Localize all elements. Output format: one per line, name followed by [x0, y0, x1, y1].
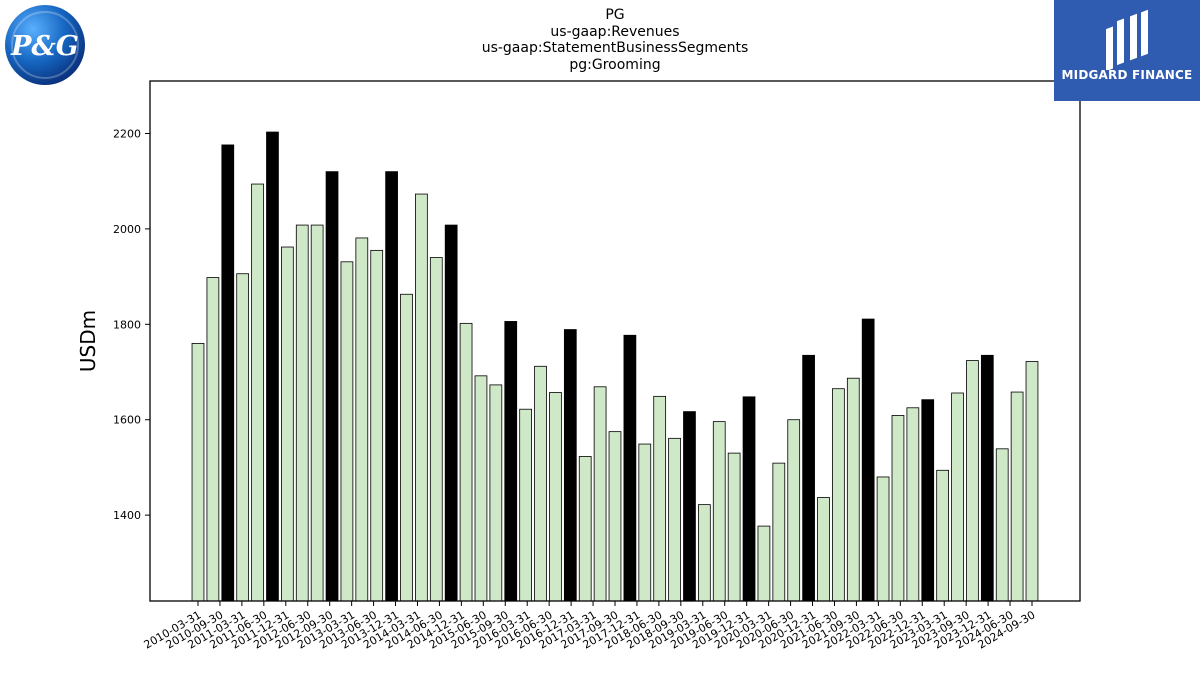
bar-2015-09-30 [519, 408, 533, 602]
bar-2017-12-31 [653, 395, 667, 602]
bar-2018-09-30 [698, 504, 711, 602]
bar-2019-03-31 [727, 452, 741, 602]
bar-2023-06-30 [980, 354, 994, 602]
y-tick-label: 2200 [113, 127, 141, 140]
y-tick-label: 1400 [113, 509, 141, 522]
bar-2013-03-31 [370, 249, 384, 602]
title-line-member: pg:Grooming [569, 56, 661, 73]
bar-2021-03-31 [846, 377, 860, 602]
bar-2019-09-30 [757, 525, 771, 602]
bar-2021-06-30 [861, 318, 875, 602]
bar-2012-09-30 [340, 261, 354, 602]
y-axis: 1400 1600 1800 2000 2200 [113, 127, 150, 522]
title-line-concept: us-gaap:Revenues [550, 23, 680, 40]
y-tick-label: 1600 [113, 414, 141, 427]
bar-2020-12-31 [832, 388, 845, 602]
pg-logo-text: P&G [11, 31, 79, 62]
bar-2023-03-31 [966, 360, 979, 602]
bar-2024-03-31 [1025, 361, 1039, 602]
bar-2010-09-30 [221, 144, 235, 602]
chart-title: PG us-gaap:Revenues us-gaap:StatementBus… [0, 7, 1200, 73]
midgard-logo-text: MIDGARD FINANCE [1061, 68, 1193, 82]
bar-2014-06-30 [444, 224, 458, 602]
bar-2017-09-30 [638, 443, 652, 602]
bar-2014-09-30 [459, 322, 473, 602]
bar-2018-03-31 [668, 437, 681, 602]
bar-2012-06-30 [325, 171, 339, 602]
title-line-ticker: PG [605, 7, 625, 23]
pg-logo: P&G [5, 5, 85, 85]
bar-2015-03-31 [489, 384, 503, 602]
bar-2018-06-30 [683, 411, 696, 602]
bar-2011-03-31 [251, 183, 264, 602]
bar-2011-12-31 [295, 224, 309, 602]
bar-2015-12-31 [534, 365, 547, 602]
y-tick-label: 2000 [113, 223, 141, 236]
bar-2014-03-31 [429, 257, 443, 602]
bar-2019-06-30 [742, 396, 756, 602]
bar-2013-12-31 [415, 193, 428, 602]
bar-2015-06-30 [504, 321, 518, 602]
bar-2012-03-31 [310, 224, 324, 602]
bar-2020-09-30 [817, 497, 830, 602]
bar-2021-12-31 [891, 415, 905, 602]
bar-2011-06-30 [266, 131, 279, 602]
bar-2017-06-30 [623, 334, 637, 602]
bar-2013-06-30 [385, 171, 398, 602]
bar-2020-03-31 [787, 419, 801, 602]
bar-2012-12-31 [355, 237, 369, 602]
y-tick-label: 1800 [113, 318, 141, 331]
bar-2019-12-31 [772, 462, 786, 602]
y-axis-label: USDm [76, 310, 100, 372]
midgard-finance-logo: MIDGARD FINANCE [1054, 0, 1200, 101]
bar-2013-09-30 [400, 293, 413, 602]
bar-2023-12-31 [1010, 391, 1024, 602]
bar-2010-06-30 [206, 277, 220, 602]
bar-2011-09-30 [280, 246, 294, 602]
bar-2020-06-30 [802, 354, 815, 602]
bar-2018-12-31 [712, 421, 726, 602]
bar-2010-12-31 [236, 273, 250, 602]
bar-2010-03-31 [191, 342, 205, 602]
pg-logo-badge [5, 5, 85, 85]
x-axis: 2010-03-312010-09-302011-03-312011-06-30… [142, 601, 1038, 652]
bar-2022-06-30 [921, 399, 935, 602]
bar-2016-12-31 [593, 386, 607, 602]
title-line-axis: us-gaap:StatementBusinessSegments [481, 40, 749, 56]
midgard-logo-mark [1106, 9, 1148, 72]
bar-2022-03-31 [906, 407, 920, 602]
bar-2017-03-31 [608, 431, 622, 602]
bar-2014-12-31 [474, 375, 488, 602]
bars-group [191, 131, 1039, 602]
bar-2023-09-30 [995, 448, 1009, 602]
bar-2016-03-31 [549, 392, 562, 602]
bar-2022-12-31 [951, 392, 964, 602]
bar-2022-09-30 [936, 469, 950, 602]
bar-2021-09-30 [876, 476, 890, 602]
bar-2016-09-30 [578, 456, 592, 602]
bar-2016-06-30 [563, 329, 577, 602]
